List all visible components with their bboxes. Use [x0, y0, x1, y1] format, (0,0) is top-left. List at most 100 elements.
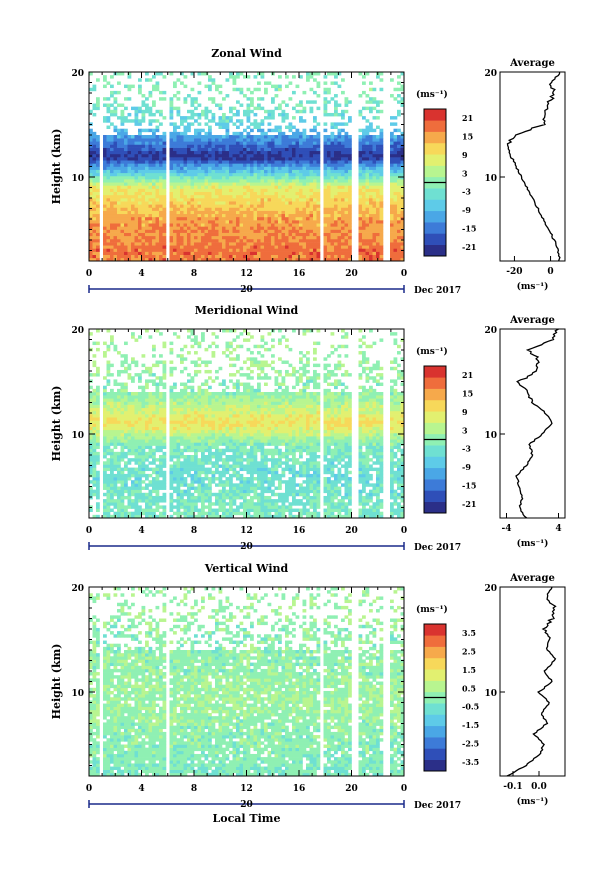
heatmap-cell: [208, 207, 212, 211]
heatmap-cell: [106, 366, 111, 371]
heatmap-cell: [264, 204, 268, 208]
heatmap-cell: [208, 138, 212, 142]
heatmap-cell: [190, 87, 195, 92]
heatmap-cell: [127, 363, 132, 368]
heatmap-cell: [232, 204, 237, 208]
heatmap-cell: [96, 182, 100, 186]
heatmap-cell: [334, 191, 338, 196]
heatmap-cell: [400, 163, 405, 167]
heatmap-cell: [264, 198, 268, 202]
heatmap-cell: [103, 210, 107, 215]
heatmap-cell: [152, 147, 156, 152]
heatmap-cell: [155, 216, 160, 221]
heatmap-cell: [152, 141, 156, 145]
heatmap-cell: [264, 235, 268, 240]
heatmap-cell: [173, 232, 177, 237]
heatmap-cell: [190, 172, 195, 177]
heatmap-cell: [267, 232, 272, 237]
heatmap-cell: [113, 467, 118, 472]
heatmap-cell: [159, 436, 163, 440]
heatmap-cell: [246, 131, 251, 136]
heatmap-cell: [110, 245, 114, 249]
heatmap-cell: [201, 112, 205, 117]
heatmap-cell: [267, 229, 272, 233]
heatmap-cell: [103, 232, 107, 237]
heatmap-cell: [274, 223, 279, 227]
heatmap-cell: [253, 204, 258, 208]
heatmap-cell: [124, 188, 128, 192]
heatmap-cell: [183, 169, 188, 174]
heatmap-cell: [141, 426, 146, 431]
heatmap-cell: [257, 242, 261, 246]
heatmap-cell: [155, 109, 160, 114]
heatmap-cell: [274, 191, 279, 196]
heatmap-cell: [103, 138, 107, 142]
heatmap-cell: [295, 157, 300, 161]
heatmap-cell: [124, 201, 128, 205]
heatmap-cell: [397, 223, 401, 227]
heatmap-cell: [187, 182, 191, 186]
heatmap-cell: [148, 511, 153, 516]
heatmap-cell: [117, 179, 121, 183]
heatmap-cell: [208, 201, 212, 205]
heatmap-cell: [239, 166, 244, 170]
colorbar-segment: [424, 210, 446, 223]
heatmap-cell: [225, 248, 230, 252]
heatmap-cell: [124, 194, 128, 199]
heatmap-cell: [183, 198, 188, 202]
heatmap-cell: [299, 157, 303, 161]
heatmap-cell: [316, 153, 321, 158]
heatmap-cell: [173, 223, 177, 227]
heatmap-cell: [169, 467, 174, 472]
heatmap-cell: [201, 191, 205, 196]
heatmap-cell: [362, 166, 366, 170]
heatmap-cell: [138, 251, 142, 255]
heatmap-cell: [194, 226, 198, 230]
heatmap-cell: [334, 204, 338, 208]
heatmap-cell: [92, 201, 97, 205]
heatmap-cell: [253, 87, 258, 92]
heatmap-cell: [134, 398, 139, 402]
heatmap-cell: [92, 242, 97, 246]
heatmap-cell: [278, 166, 282, 170]
heatmap-cell: [141, 398, 146, 402]
heatmap-cell: [397, 135, 401, 139]
heatmap-cell: [169, 144, 174, 148]
heatmap-cell: [243, 169, 247, 174]
heatmap-cell: [106, 216, 111, 221]
heatmap-cell: [148, 248, 153, 252]
heatmap-cell: [159, 470, 163, 475]
heatmap-cell: [390, 116, 394, 120]
heatmap-cell: [159, 480, 163, 484]
heatmap-cell: [295, 232, 300, 237]
heatmap-cell: [257, 235, 261, 240]
heatmap-cell: [372, 198, 377, 202]
heatmap-cell: [117, 398, 121, 402]
heatmap-cell: [155, 502, 160, 506]
heatmap-cell: [274, 135, 279, 139]
heatmap-cell: [278, 147, 282, 152]
heatmap-cell: [362, 194, 366, 199]
heatmap-cell: [96, 213, 100, 218]
heatmap-cell: [134, 182, 139, 186]
heatmap-cell: [365, 160, 370, 164]
heatmap-cell: [124, 388, 128, 393]
heatmap-cell: [369, 188, 373, 192]
heatmap-cell: [292, 235, 296, 240]
heatmap-cell: [365, 169, 370, 174]
heatmap-cell: [155, 185, 160, 189]
heatmap-cell: [379, 248, 384, 252]
heatmap-cell: [103, 245, 107, 249]
heatmap-cell: [222, 226, 226, 230]
heatmap-cell: [313, 185, 317, 189]
heatmap-cell: [299, 138, 303, 142]
heatmap-cell: [127, 445, 132, 449]
heatmap-cell: [372, 213, 377, 218]
heatmap-cell: [362, 179, 366, 183]
heatmap-cell: [309, 254, 314, 259]
heatmap-cell: [316, 207, 321, 211]
heatmap-cell: [302, 238, 307, 243]
heatmap-cell: [124, 480, 128, 484]
heatmap-cell: [138, 169, 142, 174]
heatmap-cell: [260, 153, 265, 158]
